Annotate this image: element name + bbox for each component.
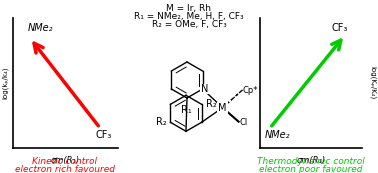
Text: electron poor favoured: electron poor favoured <box>259 166 363 173</box>
Text: Cp*: Cp* <box>243 86 258 95</box>
Text: NMe₂: NMe₂ <box>28 23 54 33</box>
Text: CF₃: CF₃ <box>332 23 348 33</box>
Text: NMe₂: NMe₂ <box>265 130 291 140</box>
Text: σm(R₁): σm(R₁) <box>296 156 325 165</box>
Text: CF₃: CF₃ <box>95 130 112 140</box>
Text: σm(R₁): σm(R₁) <box>51 156 80 165</box>
Text: R₂ = OMe, F, CF₃: R₂ = OMe, F, CF₃ <box>152 20 226 29</box>
Text: R₁ = NMe₂, Me, H, F, CF₃: R₁ = NMe₂, Me, H, F, CF₃ <box>134 11 244 20</box>
Text: log(Kₚ/K₄): log(Kₚ/K₄) <box>370 66 376 100</box>
Text: Cl: Cl <box>240 118 248 127</box>
Text: R₂: R₂ <box>156 117 166 127</box>
Text: Thermodynamic control: Thermodynamic control <box>257 157 365 166</box>
Text: Kinetic control: Kinetic control <box>33 157 98 166</box>
Text: log(kₚ/k₄): log(kₚ/k₄) <box>2 67 8 99</box>
Text: N: N <box>201 84 208 94</box>
Text: electron rich favoured: electron rich favoured <box>15 166 115 173</box>
Text: M = Ir, Rh: M = Ir, Rh <box>166 3 212 12</box>
Text: M: M <box>218 103 227 113</box>
Text: R₂: R₂ <box>206 99 216 109</box>
Text: R₁: R₁ <box>181 105 191 115</box>
